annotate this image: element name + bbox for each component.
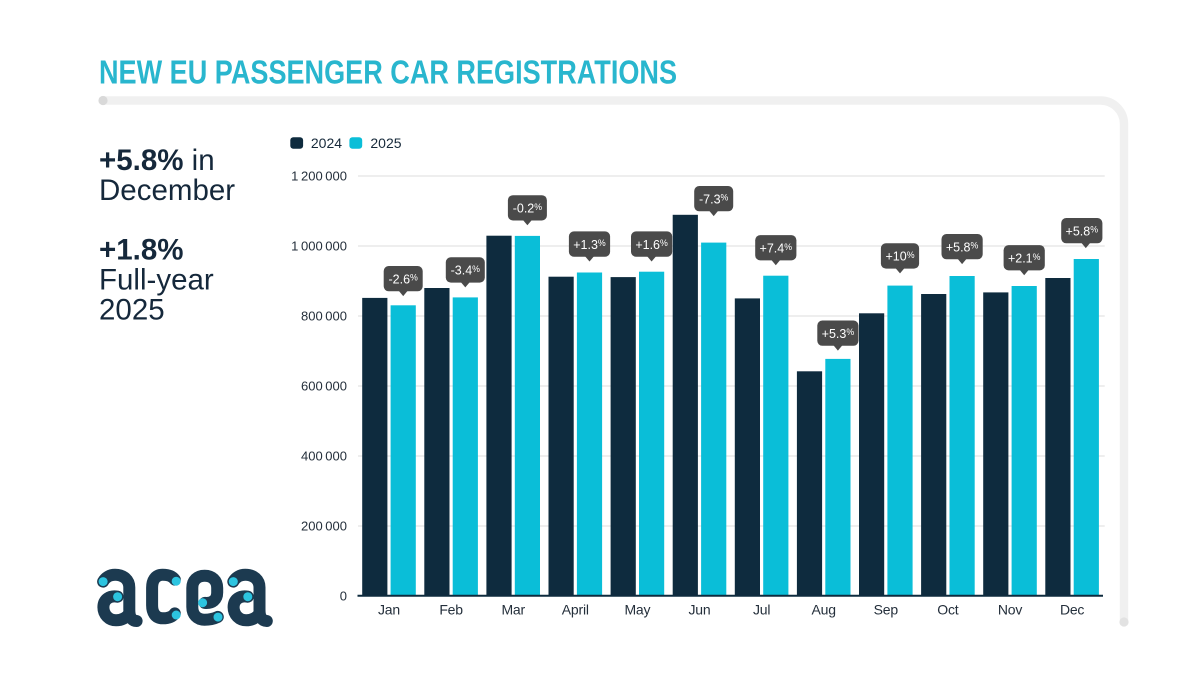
svg-text:Nov: Nov [998, 602, 1022, 618]
svg-text:May: May [624, 602, 650, 618]
svg-text:Full-year: Full-year [99, 264, 214, 297]
svg-text:800 000: 800 000 [301, 309, 347, 324]
svg-text:Jul: Jul [753, 602, 770, 618]
svg-text:Jun: Jun [689, 602, 711, 618]
svg-text:Feb: Feb [439, 602, 463, 618]
svg-text:Dec: Dec [1060, 602, 1084, 618]
svg-text:Oct: Oct [937, 602, 958, 618]
svg-text:Aug: Aug [812, 602, 836, 618]
svg-text:2024: 2024 [311, 135, 342, 151]
svg-text:Mar: Mar [501, 602, 525, 618]
svg-text:NEW EU PASSENGER CAR REGISTRAT: NEW EU PASSENGER CAR REGISTRATIONS [99, 54, 677, 91]
svg-text:+2.1%: +2.1% [1008, 252, 1041, 266]
svg-text:April: April [562, 602, 589, 618]
svg-text:+1.8%: +1.8% [99, 234, 183, 267]
svg-text:Jan: Jan [378, 602, 400, 618]
svg-text:+7.4%: +7.4% [760, 242, 793, 256]
svg-text:1 000 000: 1 000 000 [291, 239, 347, 254]
svg-text:+1.3%: +1.3% [573, 238, 606, 252]
svg-text:200 000: 200 000 [301, 519, 347, 534]
svg-text:December: December [99, 174, 235, 207]
svg-text:2025: 2025 [99, 294, 165, 327]
svg-text:+5.8%: +5.8% [946, 240, 979, 254]
svg-text:+5.3%: +5.3% [822, 327, 855, 341]
svg-text:1 200 000: 1 200 000 [291, 169, 347, 184]
svg-text:400 000: 400 000 [301, 449, 347, 464]
svg-text:0: 0 [340, 589, 347, 604]
svg-text:Sep: Sep [874, 602, 899, 618]
svg-text:600 000: 600 000 [301, 379, 347, 394]
svg-text:+5.8% in: +5.8% in [99, 144, 215, 177]
svg-text:2025: 2025 [370, 135, 401, 151]
svg-text:+1.6%: +1.6% [635, 238, 668, 252]
svg-text:+5.8%: +5.8% [1066, 224, 1099, 238]
